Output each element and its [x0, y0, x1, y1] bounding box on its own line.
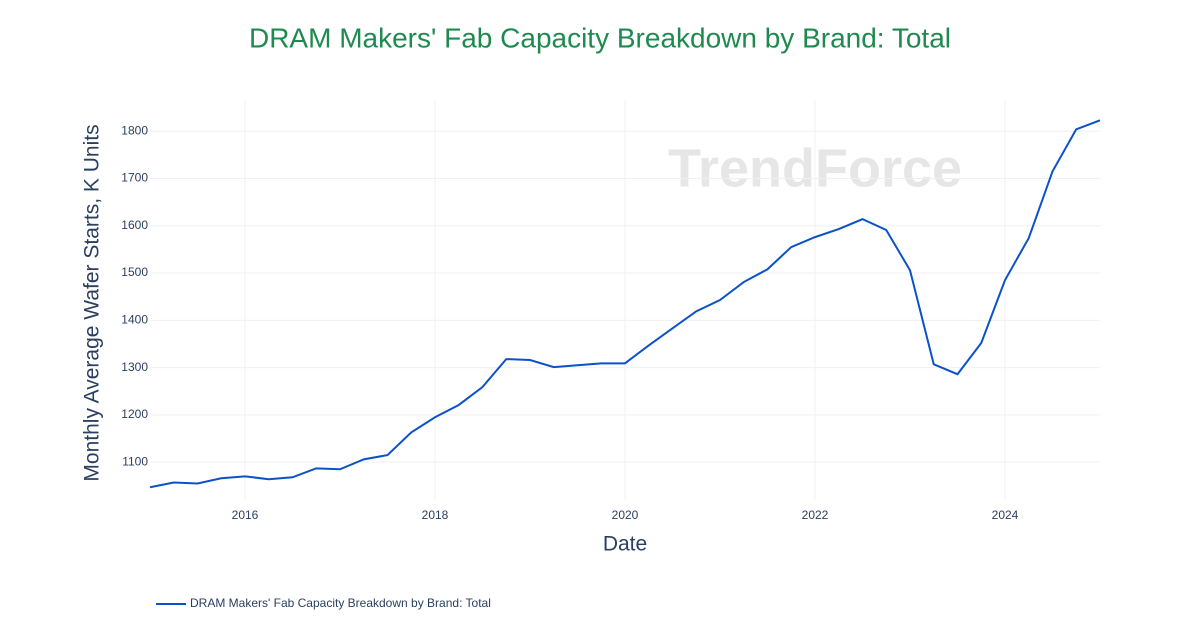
- x-tick-label: 2024: [992, 508, 1019, 522]
- y-tick-label: 1400: [121, 313, 148, 327]
- y-tick-label: 1700: [121, 171, 148, 185]
- y-tick-label: 1500: [121, 265, 148, 279]
- x-axis-title: Date: [603, 533, 647, 556]
- x-tick-label: 2016: [232, 508, 259, 522]
- y-tick-label: 1800: [121, 123, 148, 137]
- legend-label: DRAM Makers' Fab Capacity Breakdown by B…: [190, 596, 491, 610]
- x-tick-label: 2018: [422, 508, 449, 522]
- y-tick-label: 1200: [121, 407, 148, 421]
- chart-title: DRAM Makers' Fab Capacity Breakdown by B…: [249, 22, 951, 53]
- x-tick-label: 2020: [612, 508, 639, 522]
- data-line: [149, 119, 1101, 489]
- y-tick-label: 1300: [121, 360, 148, 374]
- x-tick-label: 2022: [802, 508, 829, 522]
- y-tick-label: 1600: [121, 218, 148, 232]
- y-axis-title: Monthly Average Wafer Starts, K Units: [81, 124, 104, 481]
- y-tick-label: 1100: [122, 454, 148, 468]
